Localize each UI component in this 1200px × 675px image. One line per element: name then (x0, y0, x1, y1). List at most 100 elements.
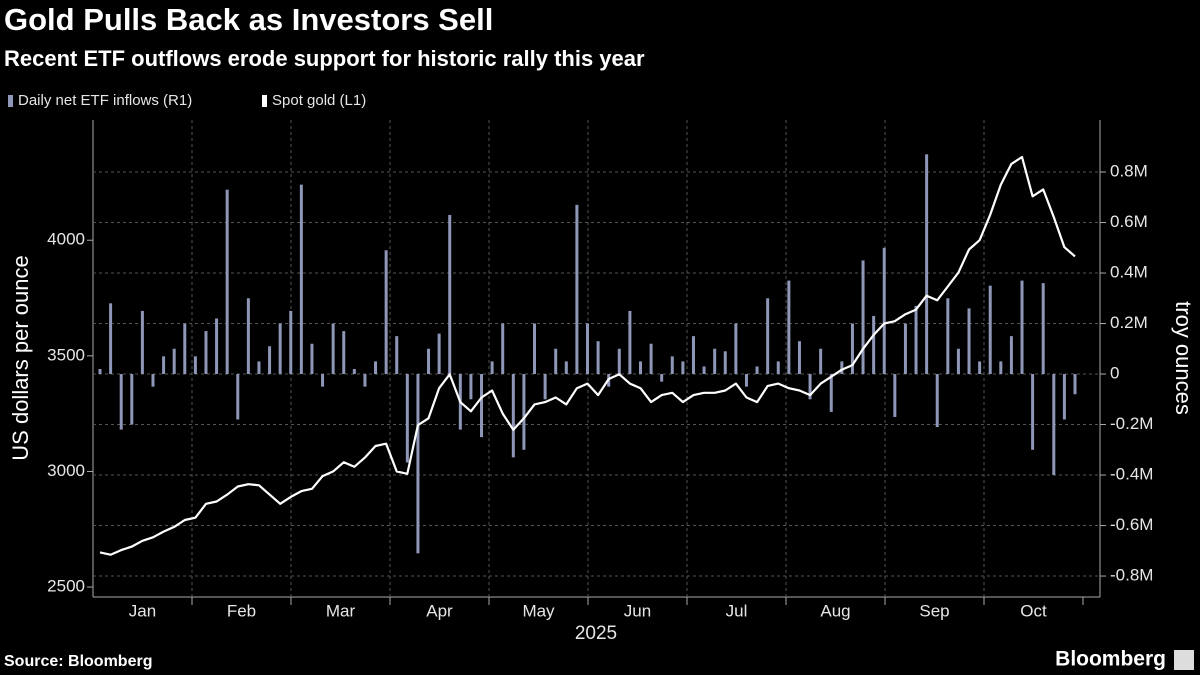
bar (872, 315, 876, 375)
bar (1031, 374, 1035, 450)
bar (1062, 374, 1066, 420)
bar (172, 348, 176, 375)
bar (352, 368, 356, 375)
logo (1174, 650, 1194, 670)
bar (204, 331, 208, 375)
x-tick-label: Aug (820, 601, 850, 620)
bar (448, 214, 452, 375)
bar (299, 184, 303, 375)
legend-label: Daily net ETF inflows (R1) (18, 92, 192, 109)
bar (914, 305, 918, 375)
x-tick-label: Jan (129, 601, 156, 620)
bar (649, 343, 653, 375)
bar (151, 374, 155, 387)
bar (109, 303, 113, 375)
bar (342, 331, 346, 375)
bar (819, 348, 823, 375)
bar (564, 361, 568, 375)
bar (903, 323, 907, 375)
bar (691, 336, 695, 375)
x-axis-title: 2025 (575, 623, 617, 644)
bar (554, 348, 558, 375)
y-tick-label: 2500 (47, 577, 85, 596)
bar (617, 348, 621, 375)
bar (162, 356, 166, 375)
bar (480, 374, 484, 438)
bar (660, 374, 664, 382)
bar (744, 374, 748, 387)
x-tick-label: Apr (426, 601, 453, 620)
bar (321, 374, 325, 387)
source: Source: Bloomberg (4, 653, 152, 670)
y2-tick-label: 0.6M (1110, 212, 1148, 231)
bar (840, 361, 844, 375)
bar (490, 361, 494, 375)
bar (893, 374, 897, 417)
y2-tick-label: -0.8M (1110, 566, 1153, 585)
bar (1073, 374, 1077, 395)
brand: Bloomberg (1055, 648, 1166, 671)
bar (766, 298, 770, 375)
bar (882, 247, 886, 375)
bar (1041, 283, 1045, 375)
bar (533, 323, 537, 375)
bar (723, 351, 727, 375)
bar (522, 374, 526, 450)
bar (925, 154, 929, 375)
bar (427, 348, 431, 375)
bar (130, 374, 134, 425)
bar (999, 361, 1003, 375)
bar (734, 323, 738, 375)
bar (501, 323, 505, 375)
bar (988, 285, 992, 375)
bar (193, 356, 197, 375)
bar (268, 346, 272, 375)
y2-tick-label: -0.4M (1110, 465, 1153, 484)
y2-axis-title: troy ounces (1171, 301, 1196, 415)
y2-tick-label: 0.8M (1110, 162, 1148, 181)
bar (363, 374, 367, 387)
y-axis-title: US dollars per ounce (8, 255, 33, 460)
bar (978, 361, 982, 375)
bar (225, 189, 229, 375)
bar (861, 260, 865, 375)
chart-subtitle: Recent ETF outflows erode support for hi… (4, 46, 645, 71)
bar (586, 323, 589, 375)
y-tick-label: 3500 (47, 345, 85, 364)
x-tick-label: Jun (624, 601, 651, 620)
y2-tick-label: 0.4M (1110, 263, 1148, 282)
x-tick-label: Feb (227, 601, 256, 620)
bar (755, 366, 759, 375)
bar (236, 374, 240, 420)
bar (405, 374, 409, 463)
bar (808, 374, 812, 400)
y2-tick-label: 0 (1110, 364, 1119, 383)
bar (670, 356, 674, 375)
y-tick-label: 3000 (47, 461, 85, 480)
bar (437, 333, 441, 375)
bar (246, 298, 250, 375)
x-tick-label: Sep (919, 601, 949, 620)
legend-swatch (8, 95, 13, 107)
bar (638, 361, 642, 375)
bar (713, 348, 717, 375)
bar (850, 323, 854, 375)
bar (183, 323, 187, 375)
x-tick-label: Mar (326, 601, 356, 620)
bar (140, 310, 144, 375)
y2-tick-label: -0.2M (1110, 414, 1153, 433)
bar (215, 318, 219, 375)
x-tick-label: May (522, 601, 555, 620)
bar (384, 250, 388, 375)
bar (1052, 374, 1056, 476)
bar (967, 308, 971, 375)
bar (374, 361, 378, 375)
bar (935, 374, 939, 428)
bar (681, 361, 685, 375)
legend-swatch (262, 95, 267, 107)
x-tick-label: Jul (726, 601, 748, 620)
bar (416, 374, 420, 554)
bar (278, 323, 282, 375)
bar (628, 310, 632, 375)
